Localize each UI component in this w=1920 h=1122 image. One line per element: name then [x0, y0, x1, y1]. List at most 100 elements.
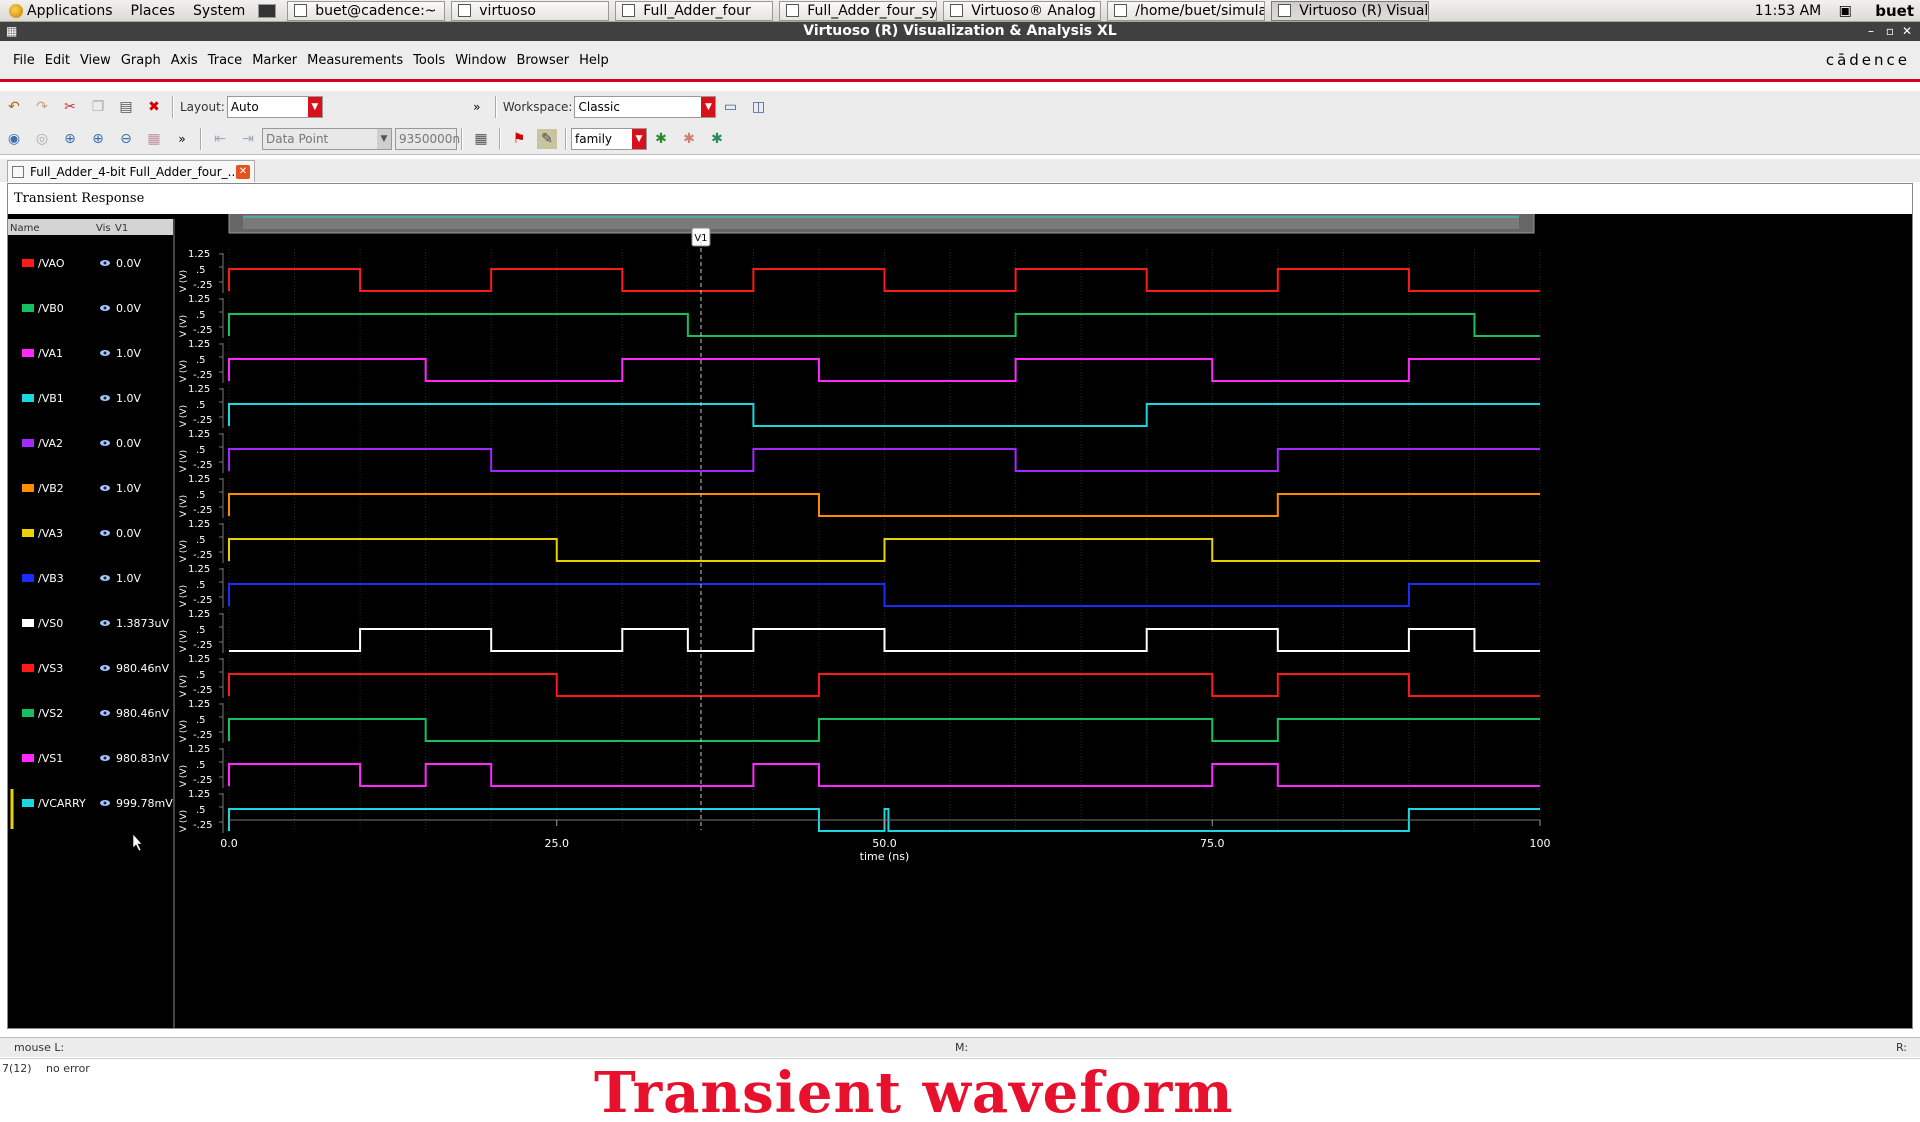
minimize-button[interactable]: –: [1868, 24, 1874, 38]
maximize-button[interactable]: ▫: [1885, 24, 1894, 38]
menu-trace[interactable]: Trace: [207, 52, 243, 68]
waveform-vb3[interactable]: [228, 583, 1540, 607]
visibility-eye-icon[interactable]: [100, 665, 110, 671]
toolbar-overflow-icon[interactable]: »: [178, 131, 186, 146]
system-menu[interactable]: System: [184, 0, 254, 22]
zoom-box-icon[interactable]: ▦: [147, 130, 161, 147]
close-tab-icon[interactable]: ✕: [236, 165, 250, 179]
trace-row-vb0[interactable]: /VB0 0.0V 1.25 .5 -.25 V (V): [22, 294, 1540, 338]
save-workspace-icon[interactable]: ▭: [723, 99, 738, 115]
menu-edit[interactable]: Edit: [44, 52, 70, 68]
visibility-eye-icon[interactable]: [100, 755, 110, 761]
waveform-va2[interactable]: [228, 448, 1540, 472]
copy-icon[interactable]: ❐: [91, 99, 105, 115]
menu-graph[interactable]: Graph: [120, 52, 161, 68]
visibility-eye-icon[interactable]: [100, 710, 110, 716]
waveform-va3[interactable]: [228, 538, 1540, 562]
calculator-icon[interactable]: ▦: [474, 130, 488, 147]
menu-axis[interactable]: Axis: [170, 52, 198, 68]
taskbar-button-virtuoso[interactable]: virtuoso: [451, 0, 610, 21]
waveform-va1[interactable]: [228, 358, 1540, 382]
visibility-eye-icon[interactable]: [100, 620, 110, 626]
taskbar-button-simulation[interactable]: /home/buet/simulation...: [1107, 0, 1266, 21]
visibility-eye-icon[interactable]: [100, 350, 110, 356]
overview-thumb[interactable]: [243, 215, 1519, 229]
taskbar-button-visualization[interactable]: Virtuoso (R) Visualizati...: [1271, 0, 1430, 21]
visibility-eye-icon[interactable]: [100, 800, 110, 806]
next-point-icon[interactable]: ⇥: [242, 130, 254, 147]
trace-row-vao[interactable]: /VAO 0.0V 1.25 .5 -.25 V (V): [22, 249, 1540, 293]
menu-window[interactable]: Window: [455, 52, 507, 68]
waveform-vs0[interactable]: [229, 628, 1540, 652]
trace-row-va3[interactable]: /VA3 0.0V 1.25 .5 -.25 V (V): [22, 519, 1540, 563]
datapoint-select[interactable]: Data Point ▼: [262, 127, 392, 150]
layout-select[interactable]: Auto ▼: [226, 96, 323, 118]
visibility-eye-icon[interactable]: [100, 260, 110, 266]
refresh-icon[interactable]: ◎: [35, 130, 49, 147]
family-spread-icon[interactable]: ✱: [655, 130, 667, 147]
zoom-in-icon[interactable]: ⊕: [92, 130, 104, 147]
waveform-plot[interactable]: Name Vis V1 V1/VAO 0.0V 1.25 .5 -.25 V (V) /VB0 0.…: [8, 214, 1912, 1028]
workspace-select[interactable]: Classic ▼: [574, 96, 717, 118]
trace-row-va2[interactable]: /VA2 0.0V 1.25 .5 -.25 V (V): [22, 429, 1540, 473]
terminal-launcher-icon[interactable]: [258, 3, 277, 18]
trace-row-va1[interactable]: /VA1 1.0V 1.25 .5 -.25 V (V): [22, 339, 1540, 383]
visibility-eye-icon[interactable]: [100, 440, 110, 446]
trace-row-vs3[interactable]: /VS3 980.46nV 1.25 .5 -.25 V (V): [22, 654, 1540, 698]
taskbar-button-terminal[interactable]: buet@cadence:~: [287, 0, 446, 21]
family-color-icon[interactable]: ✱: [683, 130, 695, 147]
trace-row-vcarry[interactable]: /VCARRY 999.78mV 1.25 .5 -.25 V (V): [22, 789, 1540, 833]
waveform-vcarry[interactable]: [228, 808, 1540, 832]
visibility-eye-icon[interactable]: [100, 530, 110, 536]
waveform-vb1[interactable]: [228, 403, 1540, 427]
taskbar-button-analog-design[interactable]: Virtuoso® Analog Des...: [943, 0, 1102, 21]
zoom-icon[interactable]: ⊕: [64, 130, 76, 147]
menu-help[interactable]: Help: [579, 52, 609, 68]
waveform-vs1[interactable]: [228, 763, 1540, 787]
trace-row-vb3[interactable]: /VB3 1.0V 1.25 .5 -.25 V (V): [22, 564, 1540, 608]
visibility-eye-icon[interactable]: [100, 485, 110, 491]
trace-row-vs2[interactable]: /VS2 980.46nV 1.25 .5 -.25 V (V): [22, 699, 1540, 743]
window-menu-icon[interactable]: ▦: [6, 24, 18, 38]
document-tab[interactable]: Full_Adder_4-bit Full_Adder_four_... ✕: [7, 160, 255, 182]
menu-measurements[interactable]: Measurements: [307, 52, 404, 68]
visibility-eye-icon[interactable]: [100, 575, 110, 581]
menu-marker[interactable]: Marker: [252, 52, 298, 68]
toolbar-overflow-icon[interactable]: »: [473, 100, 481, 114]
trace-row-vs1[interactable]: /VS1 980.83nV 1.25 .5 -.25 V (V): [22, 744, 1540, 788]
load-workspace-icon[interactable]: ◫: [751, 99, 766, 115]
waveform-vb2[interactable]: [228, 493, 1540, 517]
waveform-vs2[interactable]: [228, 718, 1540, 742]
trace-row-vs0[interactable]: /VS0 1.3873uV 1.25 .5 -.25 V (V): [22, 609, 1540, 653]
clock[interactable]: 11:53 AM: [1754, 2, 1822, 19]
cut-icon[interactable]: ✂: [64, 99, 76, 115]
prev-point-icon[interactable]: ⇤: [214, 130, 226, 147]
applications-menu[interactable]: Applications: [0, 0, 122, 22]
places-menu[interactable]: Places: [122, 0, 185, 22]
menu-browser[interactable]: Browser: [516, 52, 570, 68]
user-menu[interactable]: buet: [1875, 1, 1914, 20]
annotation-icon[interactable]: ✎: [537, 128, 557, 149]
datapoint-field[interactable]: 9350000n: [395, 127, 460, 150]
marker-flag-icon[interactable]: ⚑: [512, 130, 526, 147]
redo-icon[interactable]: ↷: [36, 99, 48, 115]
family-sweep-icon[interactable]: ✱: [711, 130, 723, 147]
menu-file[interactable]: File: [13, 52, 35, 68]
visibility-eye-icon[interactable]: [100, 305, 110, 311]
waveform-vb0[interactable]: [228, 313, 1540, 337]
family-select[interactable]: family ▼: [571, 127, 647, 150]
delete-icon[interactable]: ✖: [148, 99, 160, 115]
taskbar-button-full-adder-sym[interactable]: Full_Adder_four_sym: [779, 0, 938, 21]
trace-row-vb2[interactable]: /VB2 1.0V 1.25 .5 -.25 V (V): [22, 474, 1540, 518]
undo-icon[interactable]: ↶: [8, 99, 20, 115]
zoom-out-icon[interactable]: ⊖: [120, 130, 132, 147]
close-window-button[interactable]: ✕: [1901, 24, 1912, 38]
menu-tools[interactable]: Tools: [413, 52, 446, 68]
waveform-vao[interactable]: [228, 268, 1540, 292]
visibility-eye-icon[interactable]: [100, 395, 110, 401]
waveform-vs3[interactable]: [228, 673, 1540, 697]
paste-icon[interactable]: ▤: [119, 99, 133, 115]
fit-icon[interactable]: ◉: [7, 130, 21, 147]
trace-row-vb1[interactable]: /VB1 1.0V 1.25 .5 -.25 V (V): [22, 384, 1540, 428]
taskbar-button-full-adder[interactable]: Full_Adder_four: [615, 0, 774, 21]
